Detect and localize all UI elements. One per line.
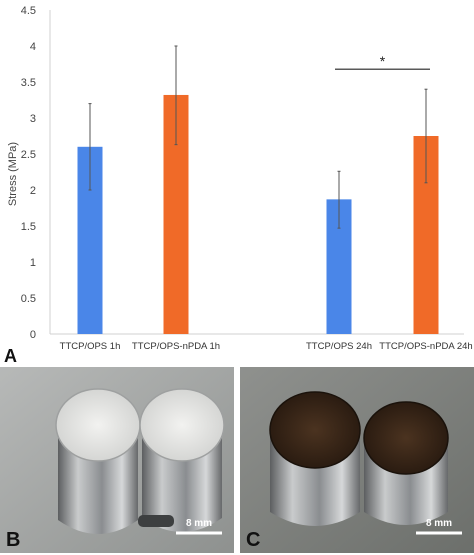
stress-bar-chart: Stress (MPa) 0 0.5 1 1.5 2 2.5 3 3.5 4 4.5 TTCP/O… [7, 5, 473, 352]
y-axis-label: Stress (MPa) [7, 142, 19, 206]
y-ticks: 0 0.5 1 1.5 2 2.5 3 3.5 4 4.5 [21, 5, 36, 341]
category-label: TTCP/OPS 24h [306, 341, 372, 352]
error-bars [88, 45, 428, 229]
bars [77, 94, 439, 335]
y-tick-label: 0 [30, 329, 36, 341]
y-tick-label: 4.5 [21, 5, 36, 17]
category-labels: TTCP/OPS 1h TTCP/OPS-nPDA 1h TTCP/OPS 24h T… [60, 341, 473, 352]
y-tick-label: 2 [30, 185, 36, 197]
y-tick-label: 1 [30, 257, 36, 269]
y-tick-label: 3.5 [21, 77, 36, 89]
y-tick-label: 4 [30, 41, 36, 53]
y-tick-label: 0.5 [21, 293, 36, 305]
panel-label-b: B [6, 529, 20, 551]
panel-label-c: C [246, 529, 260, 551]
y-tick-label: 1.5 [21, 221, 36, 233]
photo-c: C 8 mm [240, 367, 474, 553]
significance-star: * [380, 53, 386, 69]
category-label: TTCP/OPS-nPDA 24h [379, 341, 472, 352]
category-label: TTCP/OPS 1h [60, 341, 121, 352]
panel-label-a: A [4, 346, 17, 366]
category-label: TTCP/OPS-nPDA 1h [132, 341, 220, 352]
scale-label-b: 8 mm [186, 518, 212, 529]
y-tick-label: 3 [30, 113, 36, 125]
significance-annotation: * [335, 53, 430, 70]
photo-b: B 8 mm [0, 367, 234, 553]
scale-label-c: 8 mm [426, 518, 452, 529]
y-tick-label: 2.5 [21, 149, 36, 161]
